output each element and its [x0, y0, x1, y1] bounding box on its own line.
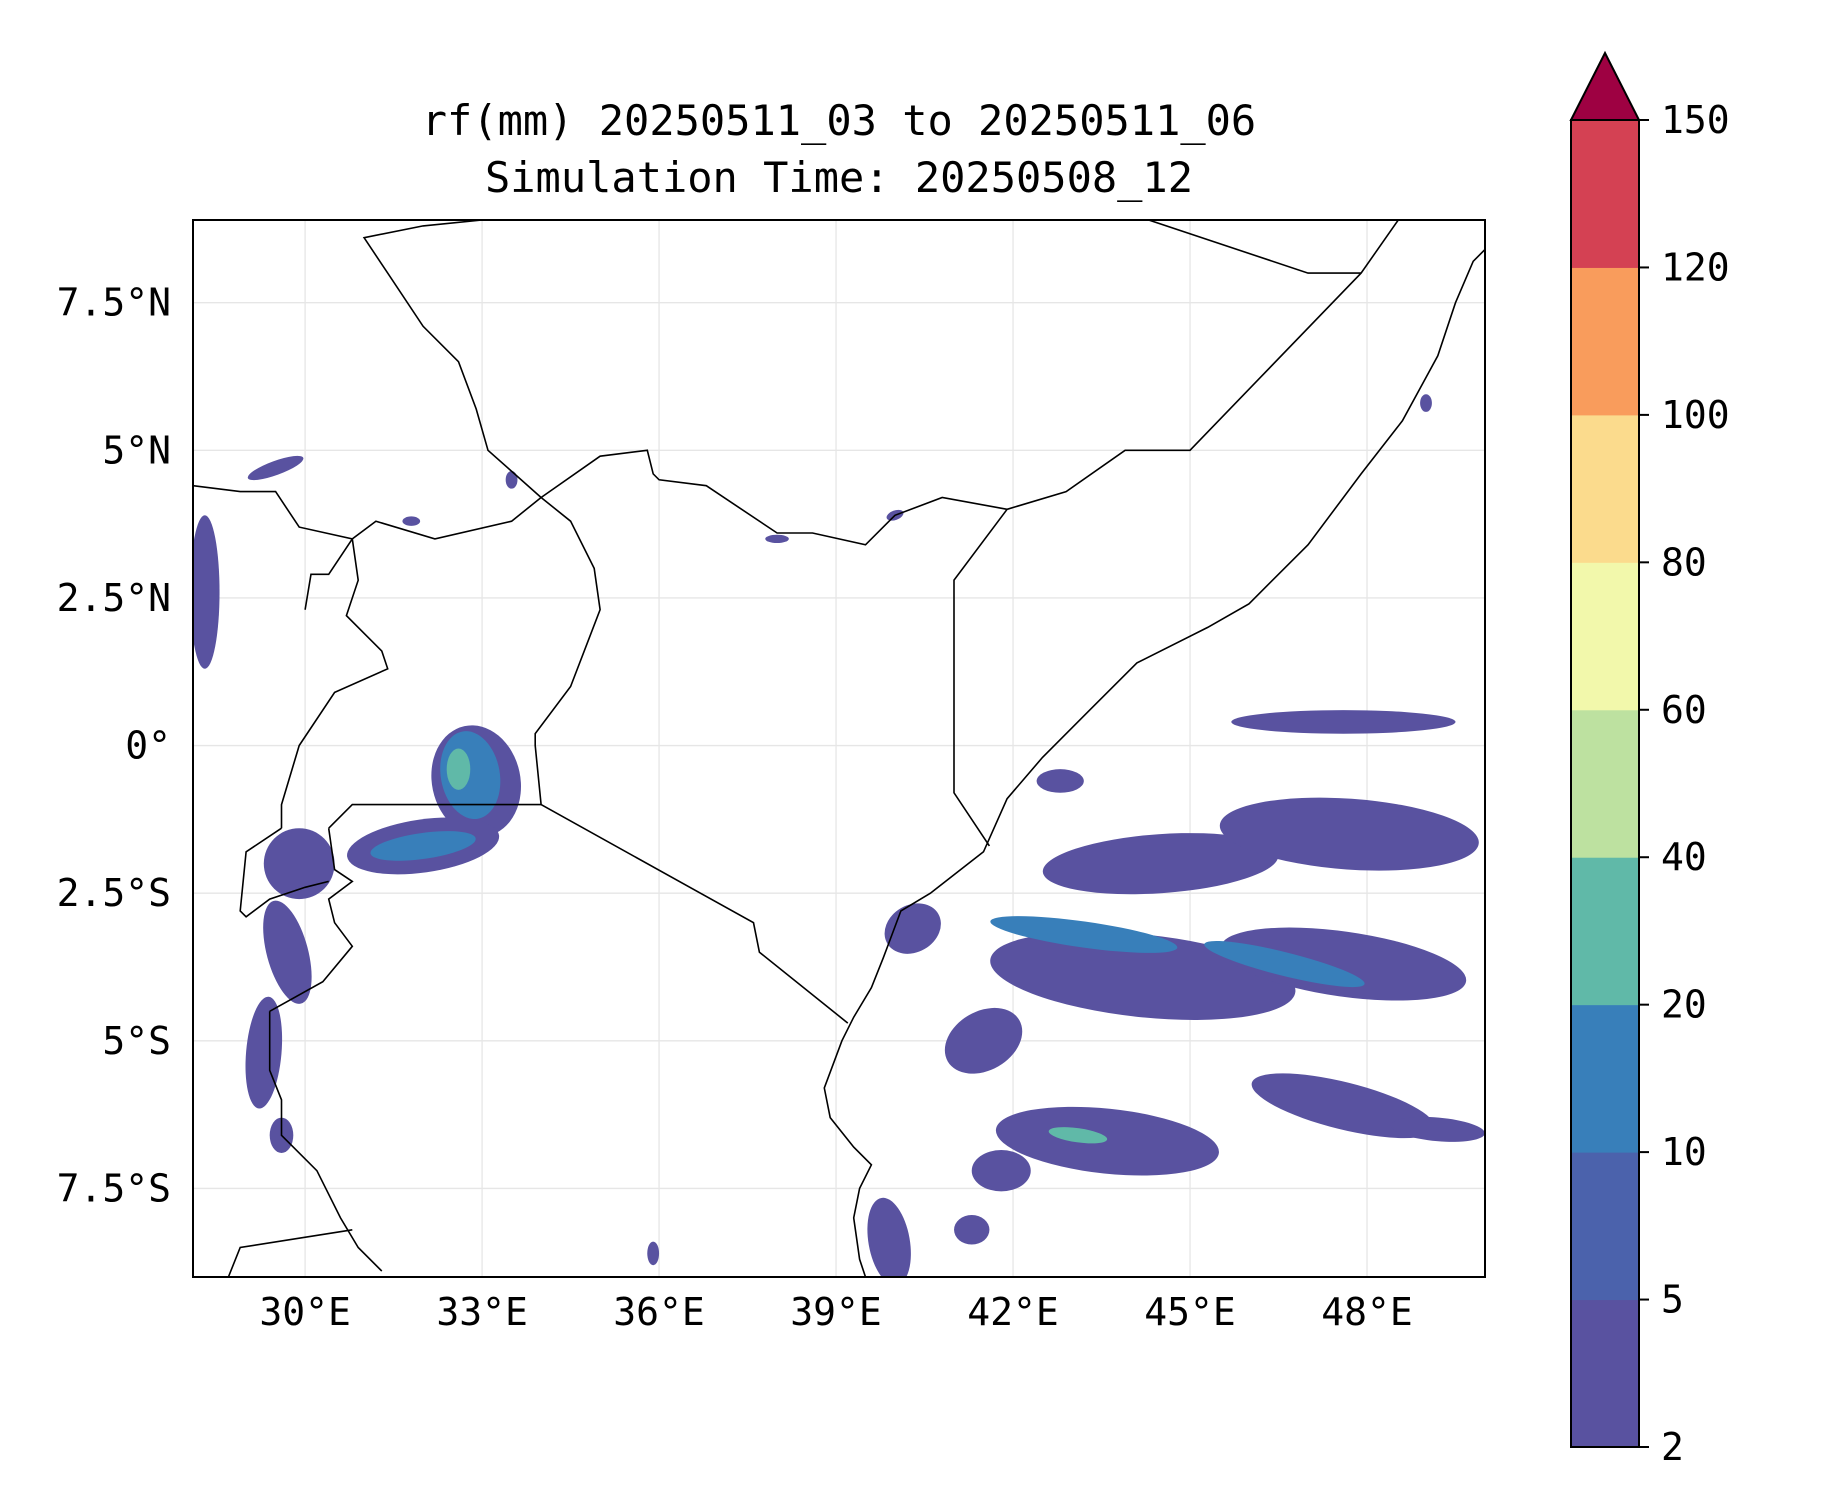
longitude-axis: 30°E 33°E 36°E 39°E 42°E 45°E 48°E	[259, 1290, 1412, 1334]
colorbar-extend-arrow	[1569, 50, 1641, 121]
rainfall-patch	[995, 1106, 1219, 1176]
rainfall-patch	[370, 831, 476, 861]
rainfall-patch	[1204, 940, 1365, 988]
rainfall-patch	[954, 1214, 990, 1245]
lat-tick-label: 7.5°S	[57, 1166, 171, 1210]
rainfall-patch	[1420, 394, 1432, 412]
rainfall-patch	[263, 828, 335, 900]
rainfall-patch	[1048, 1127, 1108, 1144]
colorbar-tick-label: 80	[1661, 540, 1707, 584]
colorbar-segment	[1571, 120, 1639, 268]
lon-tick-label: 30°E	[259, 1290, 351, 1334]
colorbar-segment	[1571, 857, 1639, 1006]
map-title-line1: rf(mm) 20250511_03 to 20250511_06	[422, 96, 1256, 145]
lat-tick-label: 7.5°N	[57, 281, 171, 325]
colorbar-segment	[1571, 1299, 1639, 1448]
colorbar-tick-label: 60	[1661, 688, 1707, 732]
colorbar-tick-label: 2	[1661, 1425, 1684, 1469]
rainfall-patch	[1219, 797, 1479, 871]
rainfall-patch	[505, 470, 518, 489]
rainfall-patch	[765, 534, 789, 544]
colorbar-tick-label: 5	[1661, 1278, 1684, 1322]
country-border	[268, 1011, 383, 1272]
colorbar-segment	[1571, 414, 1639, 563]
colorbar-tick-label: 10	[1661, 1130, 1707, 1174]
country-border	[540, 449, 1008, 546]
map-title-line2: Simulation Time: 20250508_12	[485, 153, 1193, 202]
colorbar-segment	[1571, 709, 1639, 858]
rainfall-patch	[193, 515, 220, 669]
colorbar-segment	[1571, 1004, 1639, 1153]
colorbar-tick-label: 20	[1661, 983, 1707, 1027]
lat-tick-label: 2.5°S	[57, 871, 171, 915]
latitude-axis: 7.5°N 5°N 2.5°N 0° 2.5°S 5°S 7.5°S	[57, 281, 171, 1211]
rainfall-patch	[944, 1007, 1023, 1074]
lon-tick-label: 39°E	[790, 1290, 882, 1334]
lat-tick-label: 0°	[125, 724, 171, 768]
lon-tick-label: 36°E	[613, 1290, 705, 1334]
country-border	[362, 220, 542, 499]
rainfall-patch	[245, 996, 283, 1109]
rainfall-patch	[1231, 710, 1456, 734]
colorbar-tick-label: 120	[1661, 245, 1730, 289]
country-border	[540, 803, 849, 1024]
rainfall-patch	[1220, 927, 1467, 1001]
lat-tick-label: 2.5°N	[57, 576, 171, 620]
map-frame	[192, 219, 1486, 1278]
rainfall-patch	[263, 900, 312, 1004]
country-border	[328, 803, 542, 829]
colorbar-tick-label: 40	[1661, 835, 1707, 879]
gridlines	[193, 220, 1485, 1277]
colorbar-tick-label: 150	[1661, 98, 1730, 142]
map-background	[193, 220, 1485, 1277]
country-border	[534, 496, 601, 805]
rainfall-patch	[247, 455, 304, 481]
rainfall-patch	[446, 748, 471, 790]
country-border	[1006, 220, 1400, 511]
rainfall-patch	[1036, 769, 1084, 793]
lon-tick-label: 33°E	[436, 1290, 528, 1334]
lat-tick-label: 5°S	[102, 1019, 171, 1063]
country-border	[239, 827, 329, 918]
rainfall-patch	[647, 1241, 660, 1266]
colorbar-segment	[1571, 562, 1639, 711]
lon-tick-label: 45°E	[1144, 1290, 1236, 1334]
rainfall-patch	[1042, 833, 1279, 895]
rainfall-field	[193, 394, 1485, 1277]
rainfall-patch	[971, 1150, 1031, 1192]
lon-tick-label: 42°E	[967, 1290, 1059, 1334]
colorbar-tick-label: 100	[1661, 393, 1730, 437]
country-borders	[193, 220, 1485, 1277]
rainfall-patch	[1251, 1073, 1436, 1139]
country-border	[269, 828, 354, 1012]
country-border	[304, 538, 353, 610]
colorbar: 2 5 10 20 40 60 80 100 120 150	[1569, 50, 1730, 1469]
country-border	[280, 538, 389, 829]
rainfall-patch	[990, 916, 1178, 953]
rainfall-patch	[402, 516, 421, 526]
country-border	[1146, 220, 1362, 274]
colorbar-frame	[1570, 119, 1640, 1448]
coastline	[823, 248, 1485, 1277]
lon-tick-label: 48°E	[1321, 1290, 1413, 1334]
country-border	[953, 508, 1008, 847]
lat-tick-label: 5°N	[102, 428, 171, 472]
rainfall-patch	[1390, 1116, 1485, 1142]
rainfall-patch	[867, 1197, 911, 1277]
colorbar-segment	[1571, 1152, 1639, 1301]
country-border	[227, 1229, 353, 1277]
colorbar-segment	[1571, 267, 1639, 416]
